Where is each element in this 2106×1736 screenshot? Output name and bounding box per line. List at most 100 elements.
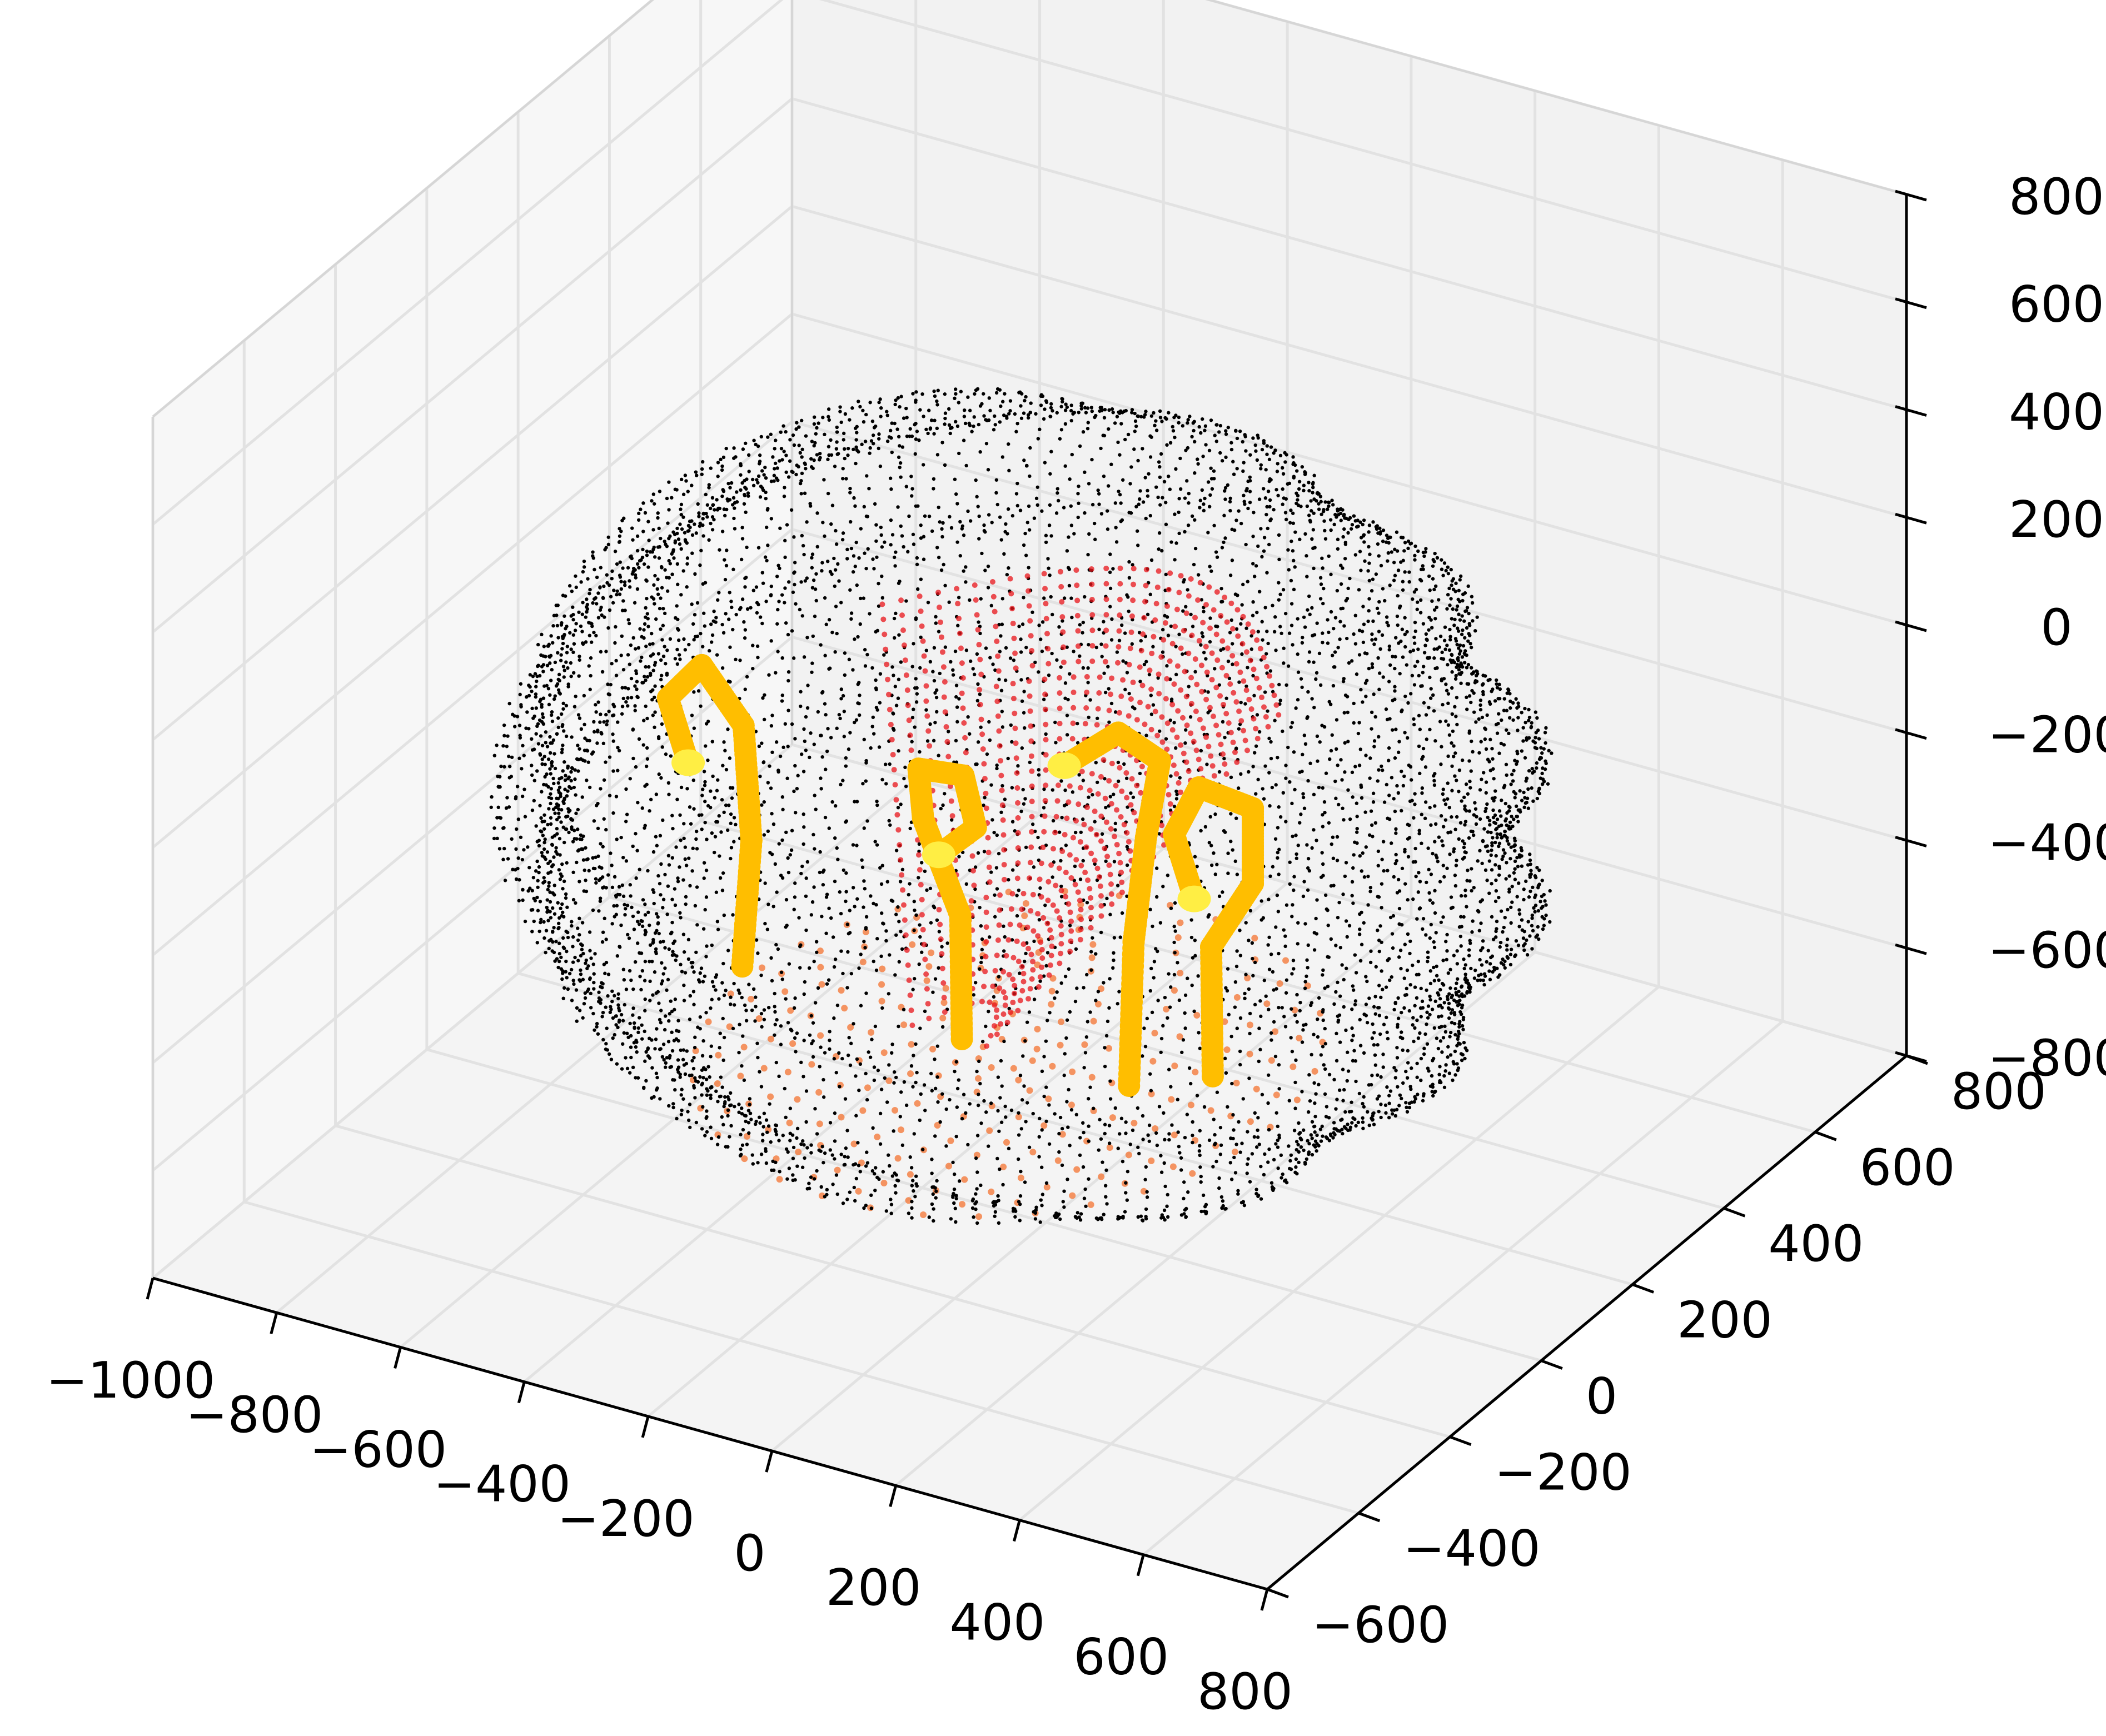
shell-point	[1036, 836, 1039, 839]
shell-point	[1281, 1173, 1284, 1176]
shell-point	[565, 794, 569, 797]
shell-point	[569, 817, 572, 820]
shell-point	[932, 487, 935, 490]
shell-point	[1490, 841, 1493, 845]
shell-point	[629, 883, 632, 886]
shell-point	[657, 1001, 660, 1005]
shell-point	[980, 937, 984, 941]
shell-point	[740, 1106, 743, 1110]
shell-point	[1473, 976, 1476, 980]
shell-point	[630, 696, 633, 699]
shell-point	[1460, 894, 1463, 897]
shell-point	[1361, 1102, 1364, 1105]
shell-point	[1259, 527, 1262, 530]
shell-point	[1087, 1125, 1090, 1128]
shell-point	[1497, 751, 1501, 755]
shell-point	[1497, 712, 1500, 715]
shell-point	[728, 591, 731, 594]
shell-point	[1067, 1088, 1070, 1091]
shell-point	[1500, 836, 1503, 839]
shell-point	[681, 1058, 685, 1061]
shell-point	[1048, 1143, 1051, 1146]
shell-point	[1025, 1101, 1029, 1104]
shell-point	[716, 598, 719, 602]
shell-point	[613, 705, 616, 708]
shell-point	[817, 1149, 820, 1152]
shell-point	[1035, 497, 1038, 500]
shell-point	[616, 992, 620, 996]
shell-point	[1393, 756, 1397, 760]
shell-point	[1533, 910, 1536, 914]
base-point	[741, 1155, 748, 1162]
shell-point	[1515, 815, 1518, 818]
shell-point	[664, 1065, 667, 1069]
shell-point	[769, 956, 773, 960]
shell-point	[1055, 990, 1058, 994]
shell-point	[578, 716, 581, 720]
shell-point	[977, 1060, 980, 1063]
shell-point	[905, 1104, 908, 1107]
shell-point	[570, 735, 573, 739]
shell-point	[1365, 980, 1368, 983]
shell-point	[625, 812, 629, 816]
shell-point	[1044, 1120, 1048, 1123]
shell-point	[1396, 1085, 1399, 1089]
shell-point	[796, 1127, 799, 1130]
shell-point	[1414, 875, 1417, 878]
shell-point	[1106, 509, 1109, 512]
shell-point	[1342, 1088, 1346, 1091]
shell-point	[511, 713, 514, 716]
shell-point	[1161, 628, 1164, 631]
shell-point	[656, 990, 660, 994]
shell-point	[638, 1016, 641, 1019]
base-point	[943, 985, 949, 991]
shell-point	[599, 896, 602, 900]
shell-point	[804, 715, 808, 719]
shell-point	[1544, 903, 1547, 906]
shell-point	[628, 1071, 631, 1074]
shell-point	[676, 880, 680, 883]
shell-point	[1015, 492, 1018, 495]
shell-point	[1084, 1205, 1087, 1208]
base-point	[1069, 1069, 1076, 1075]
shell-point	[616, 1003, 620, 1006]
shell-point	[704, 1011, 708, 1014]
shell-point	[588, 786, 591, 789]
shell-point	[1379, 1103, 1382, 1106]
shell-point	[1443, 626, 1447, 629]
shell-point	[1508, 857, 1512, 860]
shell-point	[1121, 1160, 1124, 1163]
shell-point	[511, 867, 514, 871]
shell-point	[859, 1004, 863, 1007]
shell-point	[1163, 996, 1167, 999]
shell-point	[1072, 650, 1075, 653]
shell-point	[1290, 1168, 1293, 1171]
shell-point	[1458, 925, 1461, 929]
shell-point	[1183, 741, 1187, 745]
shell-point	[1466, 792, 1470, 796]
shell-point	[786, 1021, 790, 1024]
shell-point	[1442, 875, 1446, 879]
shell-point	[1332, 1131, 1335, 1134]
shell-point	[1403, 848, 1406, 851]
shell-point	[869, 1055, 872, 1059]
shell-point	[1413, 860, 1417, 864]
shell-point	[601, 1038, 605, 1041]
shell-point	[702, 927, 705, 930]
shell-point	[1436, 860, 1440, 863]
shell-point	[1366, 903, 1370, 906]
shell-point	[766, 781, 770, 784]
shell-point	[880, 1006, 884, 1010]
shell-point	[557, 789, 560, 792]
shell-point	[1441, 703, 1444, 706]
shell-point	[1048, 1011, 1051, 1014]
shell-point	[613, 1033, 616, 1036]
shell-point	[1221, 890, 1224, 894]
shell-point	[571, 871, 575, 874]
shell-point	[1168, 1005, 1172, 1009]
shell-point	[701, 980, 705, 983]
shell-point	[1496, 731, 1499, 735]
shell-point	[1403, 994, 1407, 997]
shell-point	[1144, 517, 1148, 520]
shell-point	[1152, 976, 1156, 979]
